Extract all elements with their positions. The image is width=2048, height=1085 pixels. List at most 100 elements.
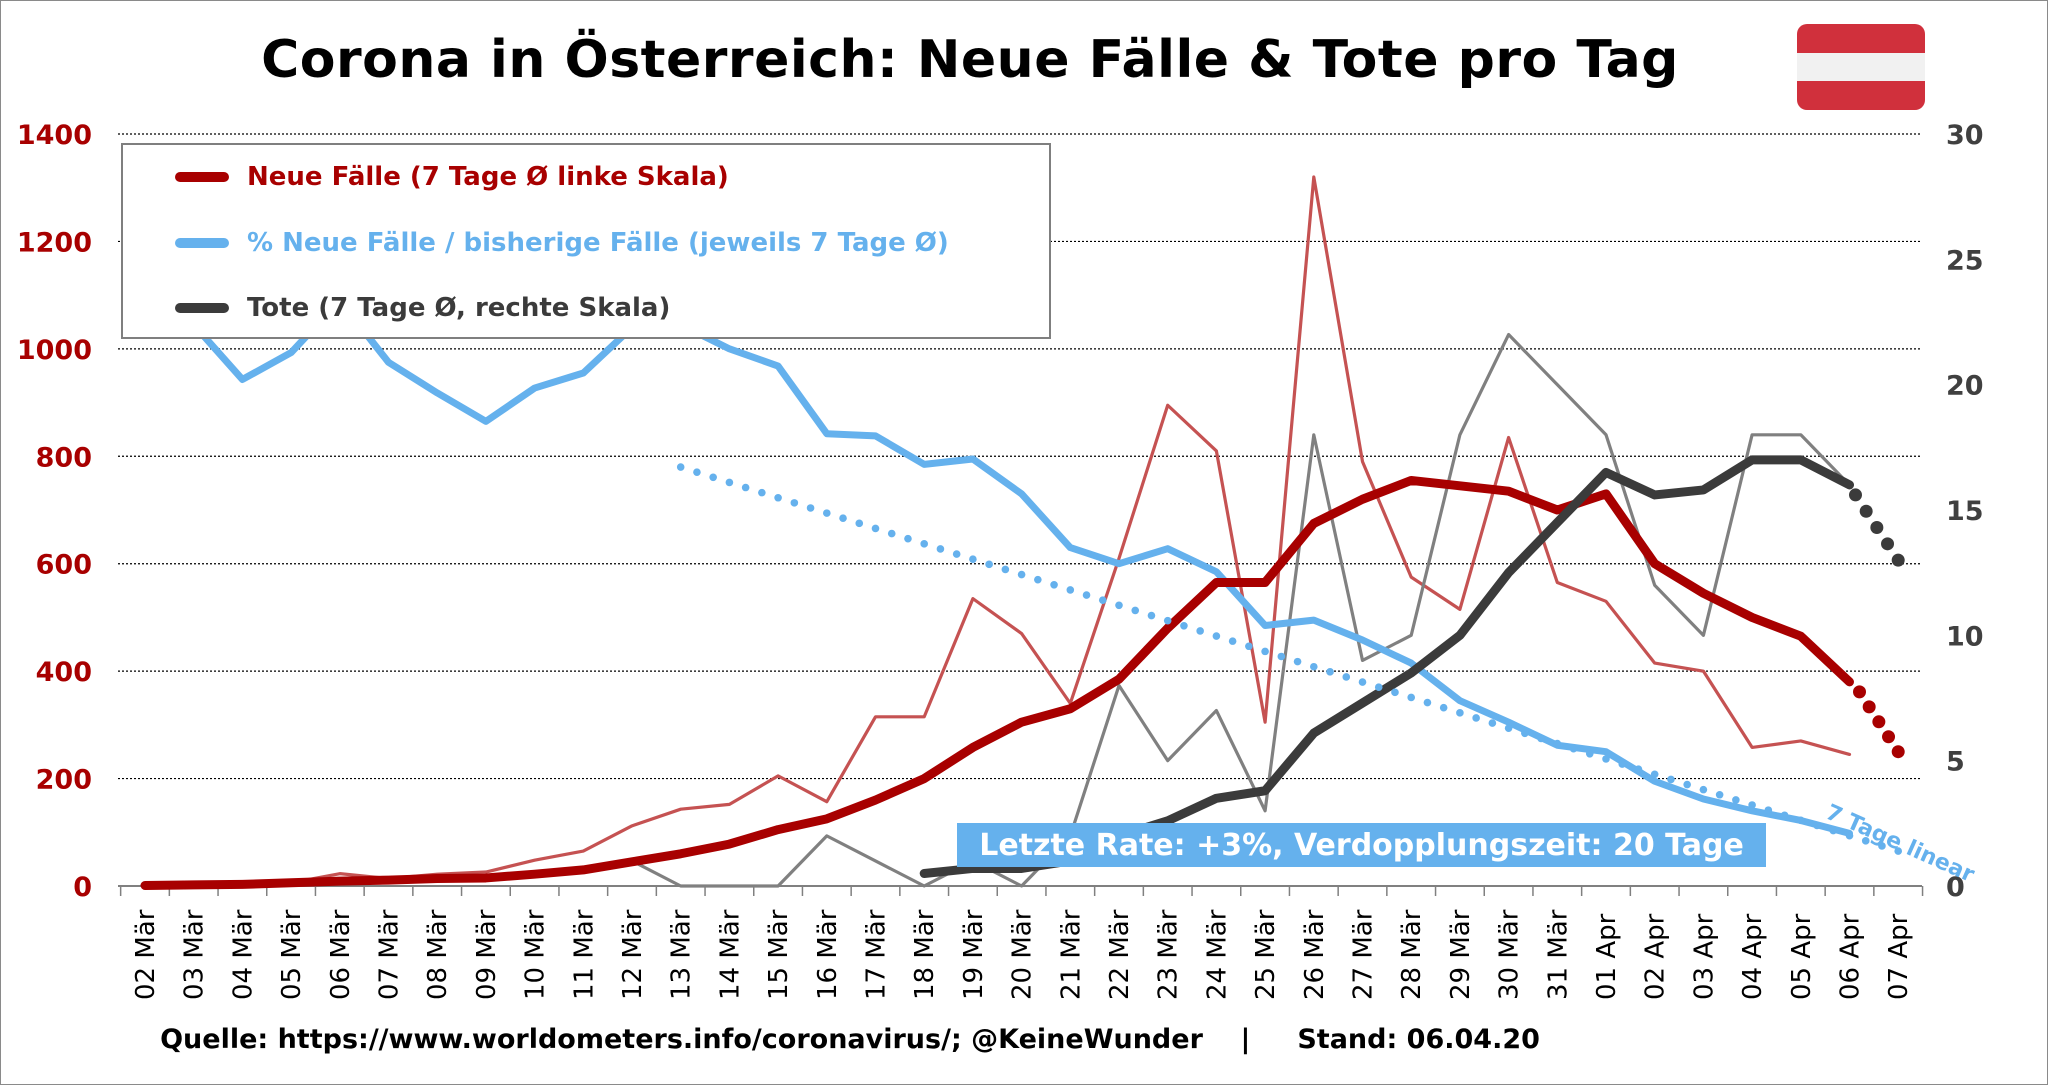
trend-linear-dot <box>774 493 782 502</box>
trend-linear-dot <box>1277 652 1286 661</box>
projection-cases-dot <box>1891 745 1905 759</box>
left-tick-label: 1400 <box>17 120 92 151</box>
trend-linear-dot <box>1878 842 1886 850</box>
x-tick-label: 09 Mär <box>472 909 502 1000</box>
trend-linear-dot <box>1293 657 1302 666</box>
trend-linear-dot <box>1212 632 1221 640</box>
flag-stripe-middle <box>1797 52 1925 82</box>
trend-linear-dot <box>1521 729 1529 738</box>
trend-linear-dot <box>1391 688 1399 697</box>
legend-label-pct: % Neue Fälle / bisherige Fälle (jeweils … <box>247 228 949 258</box>
x-tick-label: 19 Mär <box>959 909 989 1000</box>
chart-legend: Neue Fälle (7 Tage Ø linke Skala) % Neue… <box>121 143 1051 339</box>
trend-linear-dot <box>1001 565 1010 574</box>
x-tick-label: 10 Mär <box>521 909 551 1000</box>
x-tick-label: 07 Mär <box>375 909 405 1000</box>
trend-linear-dot <box>1034 575 1042 584</box>
trend-linear-dot <box>1764 806 1773 814</box>
x-tick-label: 02 Mär <box>131 909 161 1000</box>
x-tick-label: 17 Mär <box>862 909 892 1000</box>
source-footer: Quelle: https://www.worldometers.info/co… <box>160 1024 1540 1055</box>
trend-linear-dot <box>1228 637 1237 645</box>
x-tick-label: 22 Mär <box>1105 909 1135 1000</box>
x-tick-label: 01 Apr <box>1592 913 1622 1000</box>
trend-linear-dot <box>693 468 701 476</box>
trend-linear-dot <box>823 509 831 517</box>
trend-linear-dot <box>1732 796 1740 804</box>
x-tick-label: 25 Mär <box>1251 909 1281 1000</box>
left-tick-label: 200 <box>36 765 92 796</box>
left-tick-label: 0 <box>73 872 92 903</box>
trend-linear-dot <box>1553 739 1562 748</box>
trend-linear-dot <box>1423 698 1432 707</box>
projection-cases-dot <box>1872 715 1886 729</box>
trend-linear-dot <box>1797 816 1805 825</box>
x-tick-label: 07 Apr <box>1884 913 1914 1000</box>
projection-deaths-dot <box>1849 488 1862 502</box>
trend-linear-dot <box>1699 785 1708 794</box>
trend-linear-dot <box>1813 821 1821 830</box>
trend-linear-dot <box>1456 709 1464 717</box>
right-tick-label: 30 <box>1946 120 1984 151</box>
trend-linear-dot <box>1163 616 1172 625</box>
legend-swatch-pct <box>175 238 229 248</box>
trend-linear-dot <box>676 463 685 471</box>
trend-linear-dot <box>1342 673 1351 681</box>
trend-linear-dot <box>1585 749 1594 758</box>
right-tick-label: 0 <box>1946 872 1965 903</box>
x-tick-label: 03 Apr <box>1689 913 1719 1000</box>
trend-linear-dot <box>1066 586 1075 594</box>
trend-linear-dot <box>1017 570 1026 579</box>
series-pct-line <box>141 297 1853 837</box>
projection-deaths-dot <box>1870 521 1884 535</box>
legend-swatch-deaths <box>175 303 229 313</box>
projection-cases-dot <box>1882 730 1896 744</box>
x-tick-label: 04 Apr <box>1738 913 1768 1000</box>
x-tick-label: 16 Mär <box>813 909 843 1000</box>
x-tick-label: 20 Mär <box>1008 909 1038 1000</box>
left-tick-label: 1200 <box>17 227 92 258</box>
x-tick-label: 06 Mär <box>326 909 356 1000</box>
x-tick-label: 03 Mär <box>180 909 210 1000</box>
left-tick-label: 800 <box>36 442 92 473</box>
series-deaths-daily-line <box>630 332 1852 888</box>
trend-linear-dot <box>1082 591 1091 599</box>
x-tick-label: 04 Mär <box>228 909 258 1000</box>
legend-item-cases: Neue Fälle (7 Tage Ø linke Skala) <box>175 157 729 197</box>
austria-flag-icon <box>1797 24 1925 110</box>
trend-linear-dot <box>1098 596 1107 604</box>
trend-linear-dot <box>1748 801 1756 809</box>
trend-linear-dot <box>952 550 961 558</box>
trend-linear-dot <box>887 529 896 538</box>
legend-swatch-cases <box>175 172 229 182</box>
trend-linear-dot <box>1780 811 1789 820</box>
x-tick-label: 18 Mär <box>910 909 940 1000</box>
legend-item-pct: % Neue Fälle / bisherige Fälle (jeweils … <box>175 223 949 263</box>
trend-linear-dot <box>725 478 734 487</box>
projection-deaths-dot <box>1891 553 1905 567</box>
projection-cases-dot <box>1862 700 1876 714</box>
trend-linear-dot <box>1245 642 1253 651</box>
trend-linear-dot <box>1667 775 1675 784</box>
x-tick-label: 31 Mär <box>1543 909 1573 1000</box>
trend-linear-dot <box>920 540 928 548</box>
x-tick-label: 06 Apr <box>1836 913 1866 1000</box>
right-tick-label: 15 <box>1946 496 1984 527</box>
flag-stripe-top <box>1797 24 1925 53</box>
trend-linear-dot <box>1407 693 1415 702</box>
x-tick-label: 12 Mär <box>618 909 648 1000</box>
trend-linear-dot <box>1845 831 1854 840</box>
trend-linear-dot <box>1829 826 1838 835</box>
trend-linear-dot <box>1131 606 1140 615</box>
right-tick-label: 10 <box>1946 621 1984 652</box>
trend-linear-dot <box>1326 668 1334 676</box>
trend-linear-dot <box>1115 601 1123 610</box>
x-tick-label: 23 Mär <box>1154 909 1184 1000</box>
flag-stripe-bottom <box>1797 81 1925 110</box>
trend-linear-dot <box>871 524 880 533</box>
x-tick-label: 13 Mär <box>667 909 697 1000</box>
trend-linear-dot <box>1861 837 1870 845</box>
trend-linear-dot <box>936 545 945 553</box>
projection-cases-dot <box>1853 685 1866 699</box>
trend-linear-dot <box>1196 627 1204 635</box>
